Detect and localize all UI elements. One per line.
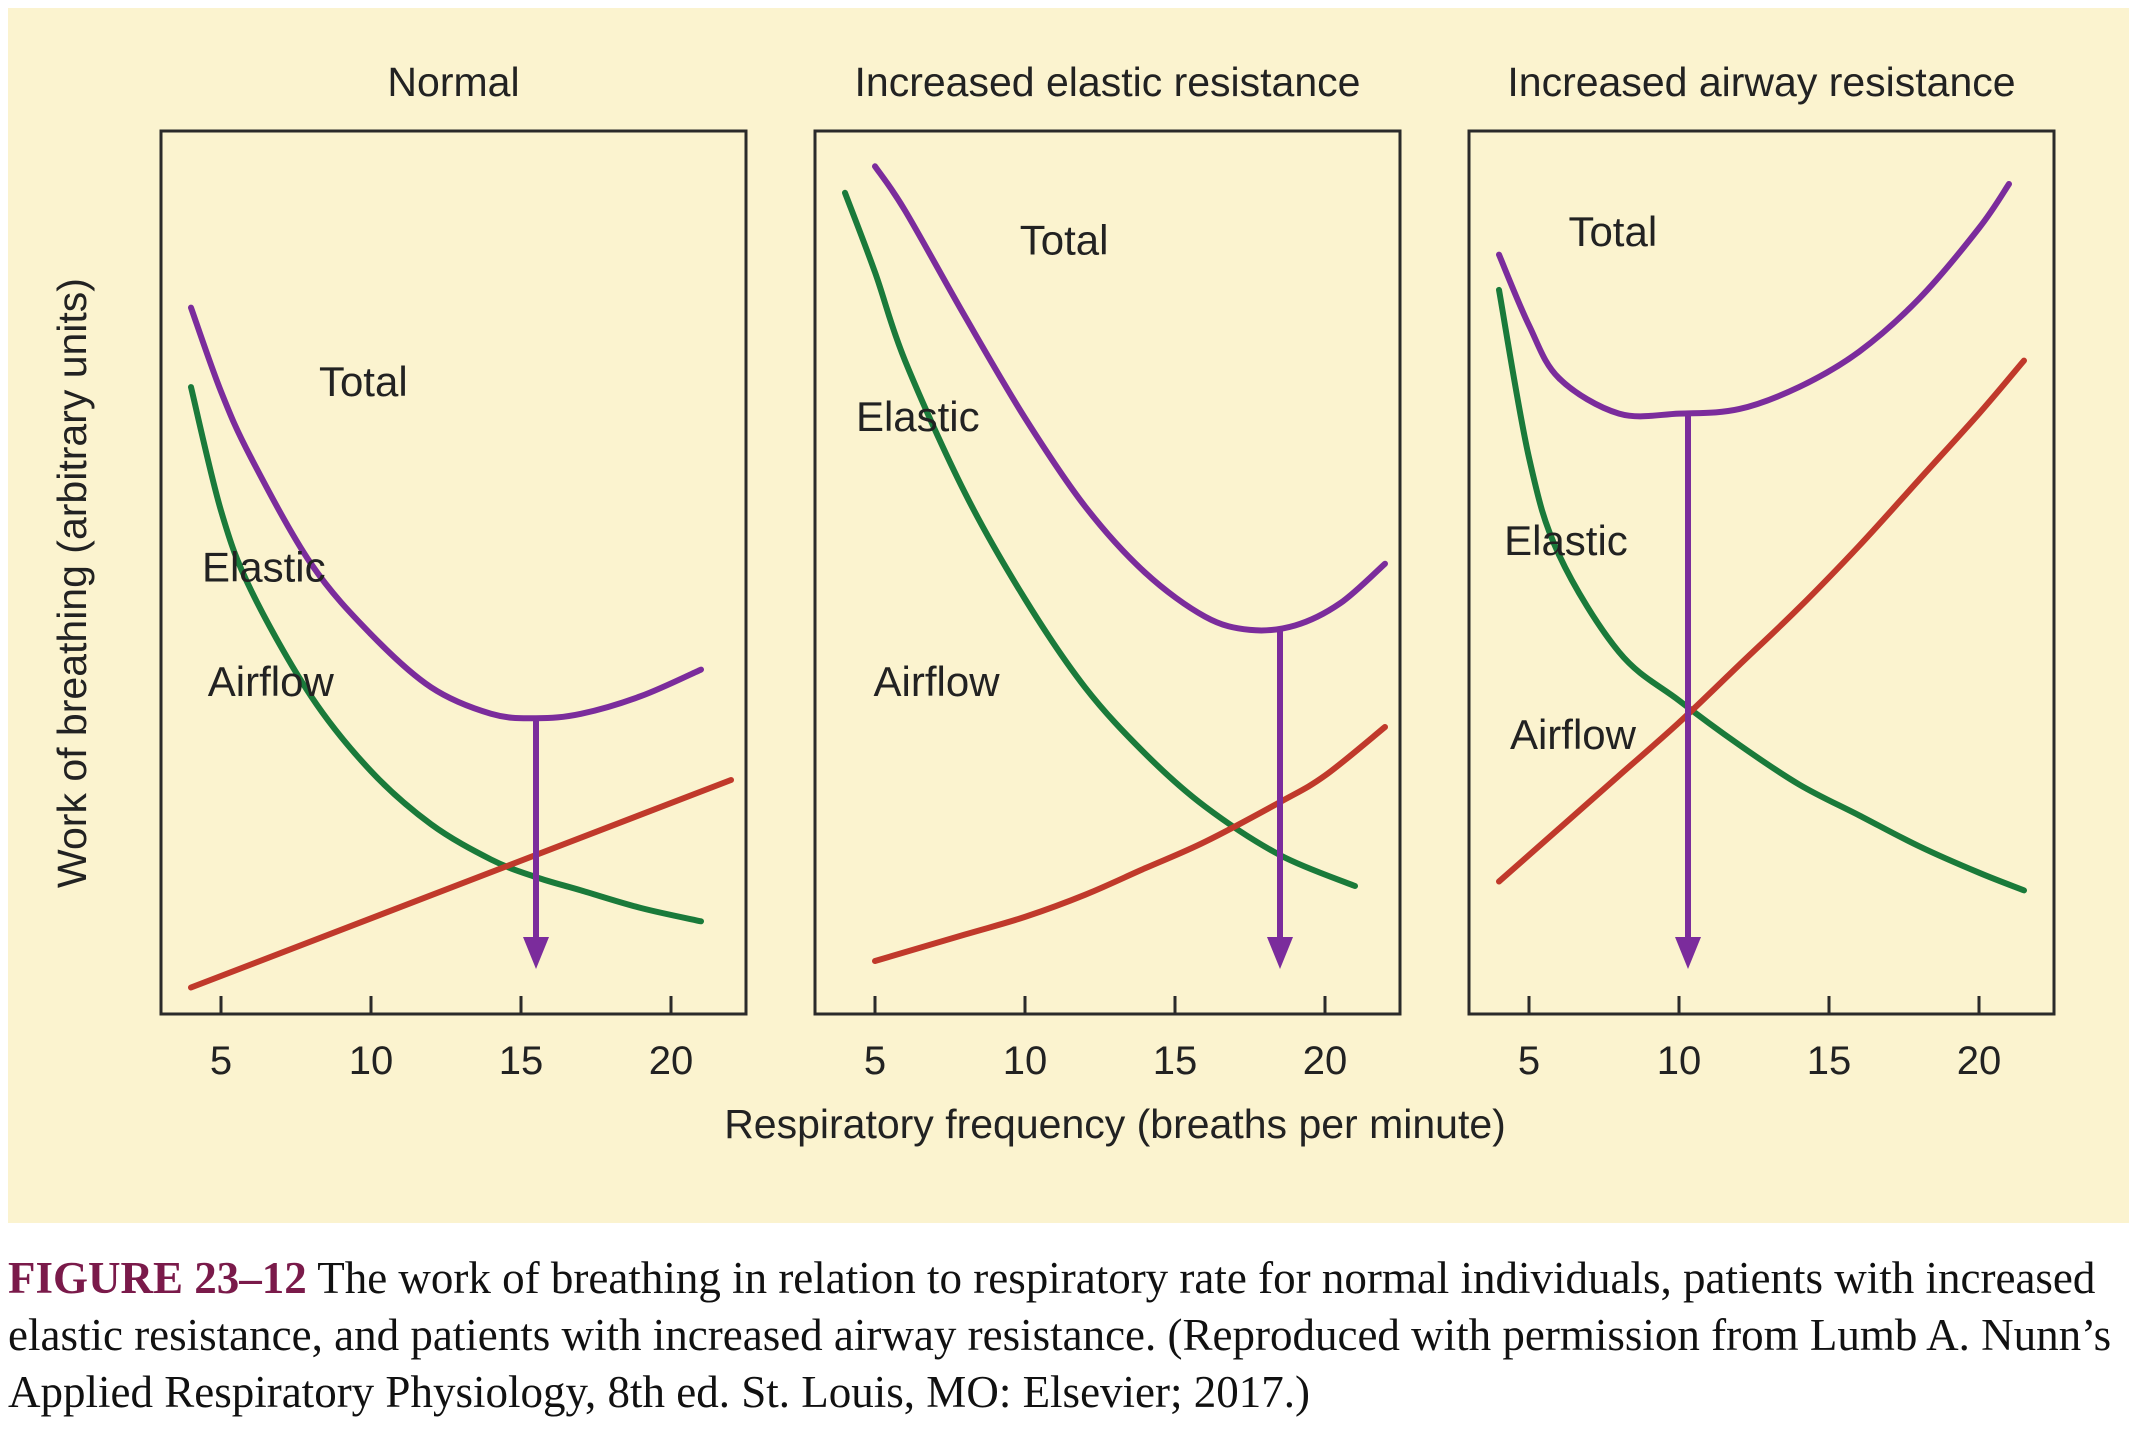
series-line-elastic [188, 384, 704, 925]
series-label-elastic: Elastic [1504, 517, 1628, 564]
series-label-total: Total [319, 358, 408, 405]
x-tick-label: 20 [1957, 1039, 2002, 1083]
series-line-total [188, 304, 704, 722]
x-tick-label: 5 [1518, 1039, 1540, 1083]
x-tick-label: 15 [1153, 1039, 1198, 1083]
x-tick-label: 10 [349, 1039, 394, 1083]
x-axis-label: Respiratory frequency (breaths per minut… [724, 1101, 1506, 1147]
series-line-total [1496, 181, 2012, 420]
figure-caption-label: FIGURE 23–12 [8, 1253, 307, 1303]
series-line-elastic [1496, 286, 2027, 894]
series-label-airflow: Airflow [874, 658, 1001, 705]
series-label-elastic: Elastic [202, 543, 326, 590]
chart-title: Normal [387, 59, 519, 105]
x-tick-label: 10 [1657, 1039, 1702, 1083]
series-line-total [872, 163, 1388, 634]
figure-caption: FIGURE 23–12 The work of breathing in re… [8, 1250, 2129, 1421]
series-line-airflow [188, 777, 734, 991]
plot-frame [813, 129, 1402, 1016]
x-tick-label: 5 [864, 1039, 886, 1083]
optimum-arrow-head [523, 937, 549, 969]
x-tick-label: 20 [1303, 1039, 1348, 1083]
y-axis-label: Work of breathing (arbitrary units) [49, 278, 95, 888]
x-tick-label: 5 [210, 1039, 232, 1083]
plot-frame [1467, 129, 2056, 1016]
x-tick-label: 20 [649, 1039, 694, 1083]
series-line-airflow [1496, 357, 2027, 885]
chart-panel-1: Normal 5 10 15 20 Total Elastic Airflow [159, 59, 748, 1083]
figure-panel: Normal 5 10 15 20 Total Elastic Airflow Increase… [8, 8, 2129, 1223]
chart-title: Increased airway resistance [1507, 59, 2015, 105]
x-tick-label: 15 [499, 1039, 544, 1083]
x-tick-label: 10 [1003, 1039, 1048, 1083]
figure-caption-text: The work of breathing in relation to res… [8, 1253, 2112, 1417]
series-label-elastic: Elastic [856, 393, 980, 440]
series-label-airflow: Airflow [1510, 711, 1637, 758]
series-label-total: Total [1568, 208, 1657, 255]
series-label-airflow: Airflow [208, 658, 335, 705]
chart-panel-2: Increased elastic resistance 5 10 15 20 Total… [813, 59, 1402, 1083]
chart-panel-3: Increased airway resistance 5 10 15 20 Total E… [1467, 59, 2056, 1083]
optimum-arrow-head [1267, 937, 1293, 969]
series-line-airflow [872, 724, 1388, 964]
chart-title: Increased elastic resistance [855, 59, 1361, 105]
series-label-total: Total [1020, 217, 1109, 264]
optimum-arrow-head [1675, 937, 1701, 969]
x-tick-label: 15 [1807, 1039, 1852, 1083]
plot-frame [159, 129, 748, 1016]
